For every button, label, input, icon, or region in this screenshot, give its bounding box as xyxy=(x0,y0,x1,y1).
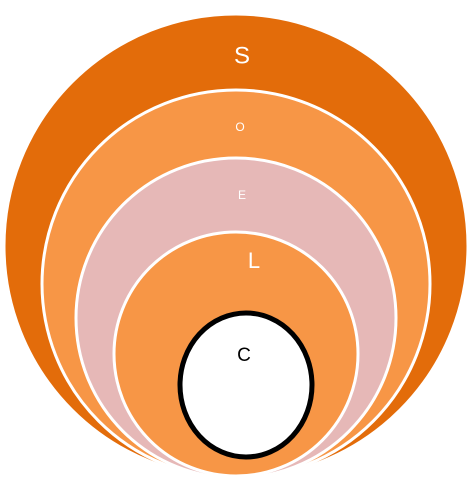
label-c: C xyxy=(237,345,251,366)
label-l: L xyxy=(248,248,260,273)
label-s: S xyxy=(234,42,250,69)
label-e: E xyxy=(238,188,246,202)
label-o: O xyxy=(235,120,244,134)
core-circle-c xyxy=(177,310,315,460)
